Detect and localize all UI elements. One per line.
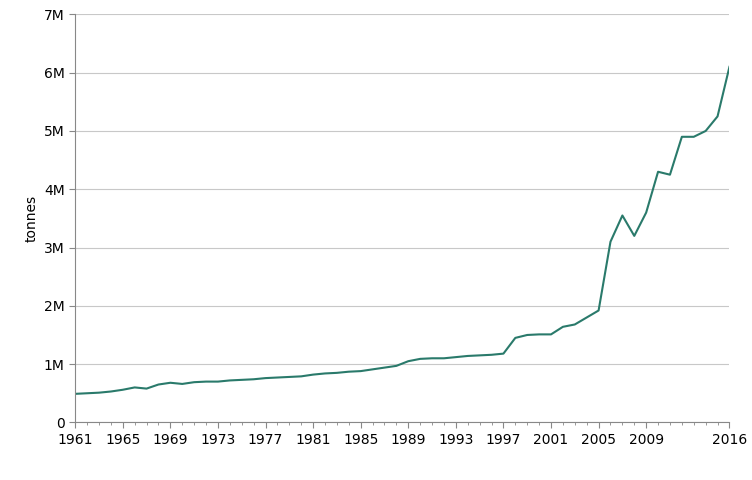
Y-axis label: tonnes: tonnes xyxy=(24,195,38,242)
